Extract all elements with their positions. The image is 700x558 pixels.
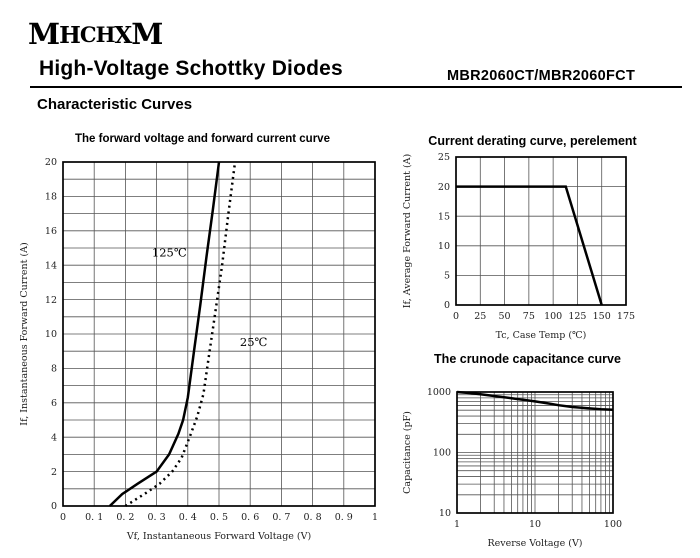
x-tick-label: 0. 3 (148, 512, 166, 523)
forward-chart-title: The forward voltage and forward current … (75, 133, 330, 145)
tick-labels: 0 25 50 75 100 125 150 175 0 5 10 15 20 25 (438, 152, 635, 322)
y-tick-label: 5 (444, 271, 450, 282)
part-number: MBR2060CT/MBR2060FCT (447, 68, 636, 84)
x-axis-title: Vf, Instantaneous Forward Voltage (V) (126, 531, 311, 542)
grid (63, 162, 375, 506)
x-tick-label: 50 (499, 311, 511, 322)
plot-border (456, 391, 614, 514)
forward-voltage-current-chart: 0 0. 1 0. 2 0. 3 0. 4 0. 5 0. 6 0. 7 0. 8 0. 9 102… (19, 157, 378, 542)
y-tick-label: 18 (45, 192, 57, 203)
brand-logo: MHCHXM (28, 17, 163, 51)
x-axis-title: Tc, Case Temp (℃) (496, 330, 587, 341)
x-tick-label: 0. 8 (304, 512, 322, 523)
curve-annotation: 25℃ (240, 335, 268, 349)
y-tick-label: 20 (438, 182, 450, 193)
x-tick-label: 0. 1 (85, 512, 103, 523)
x-tick-label: 0. 9 (335, 512, 353, 523)
logo-letter: H (95, 22, 116, 47)
y-tick-label: 10 (45, 329, 57, 340)
y-tick-label: 25 (438, 152, 450, 163)
section-title: Characteristic Curves (37, 96, 193, 113)
y-tick-label: 15 (438, 211, 450, 222)
logo-letter: X (114, 22, 132, 49)
y-tick-label: 4 (51, 432, 57, 443)
x-tick-label: 0. 4 (179, 512, 197, 523)
y-tick-label: 8 (51, 364, 57, 375)
y-tick-label: 16 (45, 226, 57, 237)
x-tick-label: 0. 5 (210, 512, 228, 523)
x-axis-title: Reverse Voltage (V) (487, 538, 582, 549)
y-tick-label: 1000 (427, 387, 451, 398)
header-divider (30, 86, 682, 88)
series-curve-25℃ (124, 165, 236, 508)
y-tick-label: 0 (444, 300, 450, 311)
y-tick-label: 14 (45, 260, 57, 271)
curve-annotation: 125℃ (152, 246, 187, 260)
series-curve-capacitance (456, 390, 614, 411)
x-tick-label: 100 (604, 519, 622, 530)
y-tick-label: 12 (45, 295, 57, 306)
x-tick-label: 175 (617, 311, 635, 322)
tick-labels: 0 0. 1 0. 2 0. 3 0. 4 0. 5 0. 6 0. 7 0. 8 0. 9 102… (45, 157, 378, 523)
x-tick-label: 1 (372, 512, 378, 523)
grid (456, 157, 626, 305)
x-tick-label: 0. 2 (116, 512, 134, 523)
series-curve-125℃ (108, 161, 221, 507)
x-tick-label: 1 (454, 519, 460, 530)
plot-border (455, 156, 627, 306)
x-tick-label: 0 (453, 311, 459, 322)
derating-chart-title: Current derating curve, perelement (428, 134, 637, 148)
x-tick-label: 100 (544, 311, 562, 322)
logo-letter: M (131, 17, 163, 51)
y-tick-label: 6 (51, 398, 57, 409)
y-axis-title: Capacitance (pF) (402, 411, 413, 494)
x-tick-label: 10 (529, 519, 541, 530)
x-tick-label: 0. 7 (272, 512, 290, 523)
logo-letter: C (79, 22, 97, 47)
grid (457, 392, 613, 513)
current-derating-chart: 0 25 50 75 100 125 150 175 0 5 10 15 20 25 Tc, Case Te… (402, 152, 635, 341)
y-tick-label: 20 (45, 157, 57, 168)
document-title: High-Voltage Schottky Diodes (39, 57, 343, 80)
logo-letter: M (28, 17, 60, 51)
y-axis-title: If, Instantaneous Forward Current (A) (19, 242, 30, 425)
y-tick-label: 100 (433, 448, 451, 459)
capacitance-chart-title: The crunode capacitance curve (434, 352, 621, 366)
x-tick-label: 75 (523, 311, 535, 322)
y-tick-label: 10 (438, 241, 450, 252)
y-tick-label: 2 (51, 467, 57, 478)
series-curve-derating (456, 185, 603, 306)
y-tick-label: 0 (51, 501, 57, 512)
x-tick-label: 0 (60, 512, 66, 523)
x-tick-label: 125 (568, 311, 586, 322)
logo-letter: H (59, 22, 81, 49)
y-axis-title: If, Average Forward Current (A) (402, 154, 413, 308)
x-tick-label: 150 (593, 311, 611, 322)
x-tick-label: 25 (474, 311, 486, 322)
y-tick-label: 10 (439, 508, 451, 519)
x-tick-label: 0. 6 (241, 512, 259, 523)
